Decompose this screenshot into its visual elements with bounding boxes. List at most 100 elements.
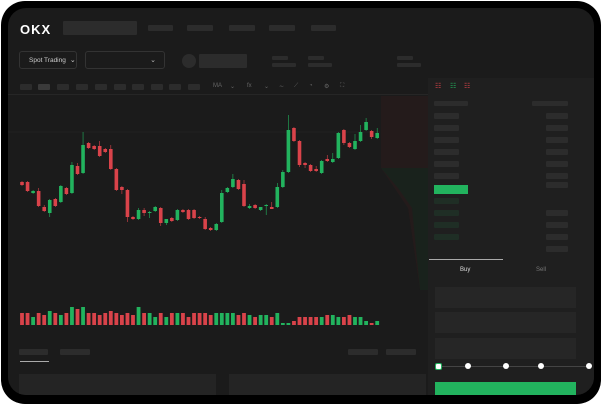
price-input[interactable]	[435, 287, 576, 308]
tab-sell[interactable]: Sell	[536, 267, 547, 273]
volume-bar	[275, 313, 280, 325]
ask-price	[434, 113, 459, 119]
stat-label	[272, 56, 288, 60]
camera-icon[interactable]: ◔	[309, 83, 313, 89]
ask-amount	[546, 137, 568, 143]
candle-body	[158, 208, 163, 223]
candle-body	[208, 228, 213, 230]
total-input[interactable]	[435, 338, 576, 359]
leverage-slider-handle[interactable]	[435, 363, 442, 370]
volume-bar	[20, 313, 24, 325]
timeframe-button[interactable]	[169, 84, 181, 90]
candle	[20, 181, 24, 186]
stat-label	[308, 56, 324, 60]
candle-body	[242, 184, 246, 206]
nav-item[interactable]	[311, 25, 336, 31]
candle	[325, 155, 330, 162]
candle	[336, 132, 341, 159]
ask-amount	[546, 149, 568, 155]
ruler-icon[interactable]: ⟋	[294, 83, 299, 89]
leverage-slider-track[interactable]	[438, 366, 588, 367]
candle	[236, 179, 241, 190]
volume-bar	[147, 313, 152, 325]
amount-input[interactable]	[435, 312, 576, 333]
ask-amount	[546, 182, 568, 188]
leverage-step[interactable]	[586, 363, 592, 369]
volume-bar	[253, 317, 257, 325]
nav-item[interactable]	[229, 25, 255, 31]
volume-bar	[186, 317, 191, 325]
ask-price	[434, 125, 459, 131]
candle-body	[92, 146, 96, 149]
candle	[120, 186, 124, 194]
pair-selector[interactable]: ⌄	[85, 51, 165, 69]
timeframe-button[interactable]	[95, 84, 107, 90]
timeframe-button[interactable]	[151, 84, 163, 90]
fullscreen-icon[interactable]: ⛶	[340, 83, 345, 89]
timeframe-button[interactable]	[132, 84, 144, 90]
volume-bar	[75, 309, 80, 325]
volume-bar	[158, 313, 163, 325]
volume-bar	[286, 323, 291, 325]
buy-button[interactable]	[435, 382, 576, 395]
volume-bar	[164, 317, 169, 325]
orderbook-header-amount	[532, 101, 568, 106]
bid-price	[434, 222, 459, 228]
filter-button[interactable]	[348, 349, 378, 355]
candle	[70, 162, 74, 194]
bid-amount	[546, 210, 568, 216]
candle-body	[175, 210, 180, 220]
orderbook-both-icon[interactable]: ☷	[435, 83, 442, 90]
candle	[264, 204, 268, 215]
candle	[342, 129, 346, 145]
active-tab-indicator	[20, 361, 49, 362]
volume-bar	[114, 313, 119, 325]
candle	[253, 204, 257, 209]
bid-amount	[546, 222, 568, 228]
tab-buy[interactable]: Buy	[460, 267, 471, 273]
candle	[147, 211, 152, 218]
volume-bar	[369, 323, 374, 325]
candle-body	[314, 169, 318, 171]
chevron-down-icon[interactable]: ⌄	[264, 84, 270, 90]
orderbook-asks-icon[interactable]: ☷	[464, 83, 471, 90]
candle	[81, 132, 85, 174]
search-bar[interactable]	[63, 21, 137, 35]
trading-screen: OKX Spot Trading ⌄ ⌄ MA ⌄ fx ⌄ ∼ ⟋ ◔ ⚙ ⛶ …	[8, 8, 594, 395]
indicator-fx[interactable]: fx	[247, 83, 252, 89]
tab-order-history[interactable]	[60, 349, 90, 355]
candle-body	[220, 193, 224, 222]
volume-bar	[330, 315, 335, 325]
timeframe-button[interactable]	[57, 84, 69, 90]
volume-bar	[181, 313, 185, 325]
candle-body	[125, 190, 130, 217]
candle-body	[308, 165, 313, 171]
gear-icon[interactable]: ⚙	[324, 84, 330, 90]
okx-logo: OKX	[20, 22, 52, 37]
chevron-down-icon[interactable]: ⌄	[230, 84, 236, 90]
leverage-step[interactable]	[465, 363, 471, 369]
timeframe-button[interactable]	[76, 84, 88, 90]
timeframe-button[interactable]	[114, 84, 126, 90]
candle	[220, 190, 224, 223]
coin-icon	[182, 54, 196, 68]
candle-body	[253, 205, 257, 208]
tab-open-orders[interactable]	[19, 349, 48, 355]
leverage-step[interactable]	[503, 363, 509, 369]
leverage-step[interactable]	[538, 363, 544, 369]
wave-icon[interactable]: ∼	[279, 84, 285, 90]
timeframe-button[interactable]	[188, 84, 200, 90]
indicator-ma[interactable]: MA	[213, 83, 222, 89]
nav-item[interactable]	[148, 25, 173, 31]
volume-bar	[103, 313, 108, 325]
timeframe-button[interactable]	[38, 84, 50, 90]
volume-bar	[214, 313, 219, 325]
filter-button[interactable]	[386, 349, 416, 355]
timeframe-button[interactable]	[20, 84, 32, 90]
nav-item[interactable]	[187, 25, 213, 31]
candlestick-chart[interactable]	[8, 8, 428, 338]
market-selector[interactable]: Spot Trading ⌄	[19, 51, 77, 69]
nav-item[interactable]	[269, 25, 295, 31]
orderbook-bids-icon[interactable]: ☷	[450, 83, 457, 90]
volume-bar	[131, 315, 135, 325]
